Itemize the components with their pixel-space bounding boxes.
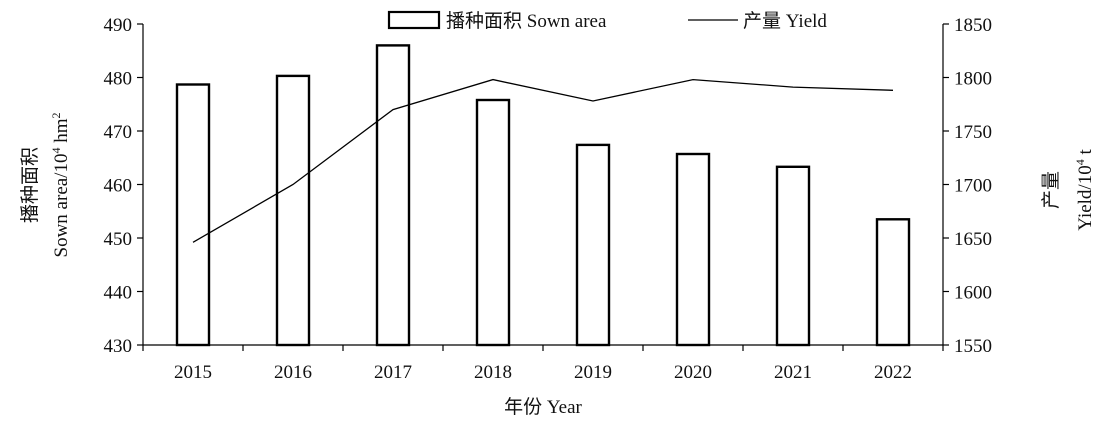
left-tick-label-440: 440	[104, 283, 133, 304]
axes-layer	[142, 24, 944, 346]
bar-sown-area-2022	[875, 218, 911, 347]
x-tick-label-2015: 2015	[174, 362, 212, 383]
bar-sown-area-2021	[775, 165, 811, 347]
legend-label-yield: 产量 Yield	[743, 10, 827, 32]
right-tick-label-1700: 1700	[954, 176, 992, 197]
x-tick-label-2021: 2021	[774, 362, 812, 383]
legend-label-sown-area: 播种面积 Sown area	[446, 10, 607, 32]
right-tick-label-1850: 1850	[954, 15, 992, 36]
left-tick-label-490: 490	[104, 15, 133, 36]
ticks-layer: 430 440 450 460 470 480 490 1550 1600 1650 1700 175…	[104, 15, 993, 383]
left-axis-title-en-main: Sown area/10	[51, 154, 72, 258]
right-axis-title-cn: 产量	[1040, 171, 1062, 209]
right-axis-title-en-sup: 4	[1073, 159, 1087, 165]
x-tick-label-2018: 2018	[474, 362, 512, 383]
left-tick-label-480: 480	[104, 69, 133, 90]
left-tick-label-430: 430	[104, 336, 133, 357]
bar-sown-area-2016	[275, 74, 311, 347]
left-axis-title-en-unit: hm	[51, 118, 72, 147]
yield-line-layer	[192, 78, 894, 243]
left-axis-title-en: Sown area/104 hm2	[49, 113, 72, 258]
left-tick-label-460: 460	[104, 176, 133, 197]
left-axis-title-cn: 播种面积	[19, 147, 41, 223]
right-axis-title-en-main: Yield/10	[1075, 165, 1096, 230]
left-tick-label-450: 450	[104, 229, 133, 250]
x-tick-label-2019: 2019	[574, 362, 612, 383]
right-tick-label-1550: 1550	[954, 336, 992, 357]
right-tick-label-1650: 1650	[954, 229, 992, 250]
left-tick-label-470: 470	[104, 122, 133, 143]
legend-bar-swatch	[387, 10, 441, 30]
x-tick-label-2020: 2020	[674, 362, 712, 383]
bar-sown-area-2015	[175, 83, 211, 347]
left-axis-title-en-sup2: 2	[49, 113, 63, 119]
x-axis-title: 年份 Year	[504, 396, 582, 418]
right-tick-label-1750: 1750	[954, 122, 992, 143]
x-tick-label-2016: 2016	[274, 362, 312, 383]
right-axis-title-en-unit: t	[1075, 149, 1096, 160]
yield-line	[192, 78, 894, 243]
bars-layer	[175, 44, 911, 347]
left-axis-title-en-sup: 4	[49, 148, 63, 154]
bar-sown-area-2019	[575, 143, 611, 347]
right-axis-title-en: Yield/104 t	[1073, 149, 1096, 231]
x-tick-label-2022: 2022	[874, 362, 912, 383]
x-tick-label-2017: 2017	[374, 362, 412, 383]
legend: 播种面积 Sown area 产量 Yield	[387, 10, 827, 32]
right-tick-label-1600: 1600	[954, 283, 992, 304]
right-tick-label-1800: 1800	[954, 69, 992, 90]
bar-sown-area-2018	[475, 98, 511, 347]
bar-sown-area-2017	[375, 44, 411, 347]
bar-sown-area-2020	[675, 152, 711, 347]
